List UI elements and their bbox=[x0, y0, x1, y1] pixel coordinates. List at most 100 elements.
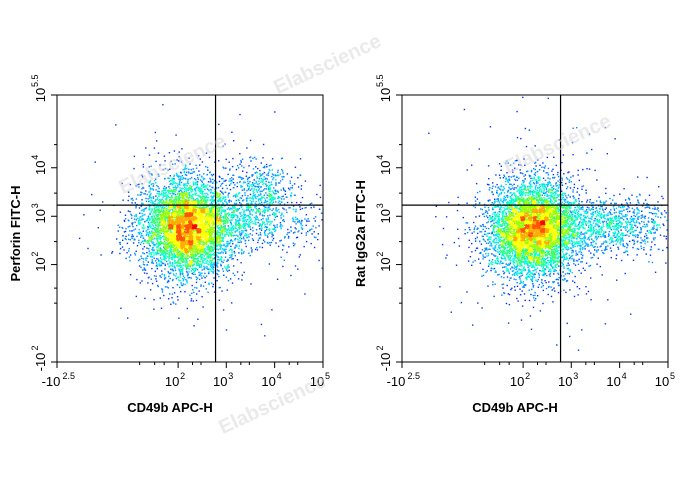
data-point bbox=[245, 220, 248, 223]
data-point bbox=[245, 222, 247, 225]
data-point bbox=[140, 266, 142, 269]
data-point bbox=[211, 196, 213, 199]
data-point bbox=[141, 269, 144, 271]
data-point bbox=[190, 197, 193, 200]
data-point bbox=[219, 190, 222, 192]
data-point bbox=[227, 234, 230, 236]
data-point bbox=[265, 188, 268, 190]
data-point bbox=[217, 187, 220, 189]
data-point bbox=[263, 221, 266, 223]
data-point bbox=[158, 265, 161, 267]
data-point bbox=[203, 229, 206, 231]
data-point bbox=[293, 194, 296, 196]
data-point bbox=[211, 231, 213, 233]
data-point bbox=[171, 206, 173, 208]
data-point bbox=[161, 242, 164, 244]
data-point bbox=[176, 175, 179, 178]
data-point bbox=[142, 261, 145, 263]
data-point bbox=[168, 245, 170, 247]
data-point bbox=[294, 231, 296, 233]
data-point bbox=[171, 214, 173, 216]
data-point bbox=[174, 198, 176, 201]
data-point bbox=[192, 193, 194, 196]
data-point bbox=[197, 176, 199, 179]
data-point bbox=[230, 233, 232, 235]
data-point bbox=[167, 223, 169, 225]
data-point bbox=[247, 187, 250, 190]
data-point bbox=[220, 233, 222, 236]
data-point bbox=[303, 245, 305, 248]
data-point bbox=[170, 160, 172, 163]
data-point bbox=[271, 175, 273, 178]
data-point bbox=[249, 223, 251, 226]
data-point bbox=[182, 275, 185, 277]
data-point bbox=[176, 252, 178, 254]
data-point bbox=[250, 160, 252, 162]
data-point bbox=[197, 155, 200, 157]
data-point bbox=[163, 251, 165, 254]
data-point bbox=[241, 248, 243, 251]
data-point bbox=[301, 227, 303, 230]
data-point bbox=[141, 218, 143, 220]
data-point bbox=[257, 189, 260, 191]
data-point bbox=[182, 209, 184, 211]
data-point bbox=[212, 200, 214, 202]
data-point bbox=[188, 195, 191, 197]
data-point bbox=[129, 274, 132, 276]
data-point bbox=[240, 206, 243, 209]
data-point bbox=[259, 173, 262, 175]
data-point bbox=[261, 246, 264, 249]
data-point bbox=[232, 216, 235, 218]
data-point bbox=[300, 220, 303, 223]
data-point bbox=[297, 221, 300, 223]
data-point bbox=[249, 226, 251, 228]
data-point bbox=[238, 247, 240, 250]
data-point bbox=[270, 164, 272, 166]
data-point bbox=[188, 263, 190, 266]
data-point bbox=[178, 182, 181, 184]
data-point bbox=[216, 261, 219, 263]
data-point bbox=[148, 200, 150, 203]
data-point bbox=[187, 254, 189, 256]
data-point bbox=[201, 181, 204, 184]
data-point bbox=[272, 174, 275, 176]
data-point bbox=[188, 172, 190, 174]
data-point bbox=[192, 249, 194, 252]
data-point bbox=[157, 241, 159, 243]
data-point bbox=[159, 213, 162, 215]
data-point bbox=[189, 253, 192, 256]
data-point bbox=[164, 263, 166, 266]
data-point bbox=[151, 209, 153, 212]
data-point bbox=[145, 234, 147, 237]
data-point bbox=[232, 258, 234, 260]
data-point bbox=[156, 233, 159, 236]
data-point bbox=[228, 199, 231, 201]
data-point bbox=[174, 248, 176, 250]
data-point bbox=[179, 199, 181, 201]
data-point bbox=[149, 172, 151, 175]
data-point bbox=[152, 205, 155, 207]
data-point bbox=[201, 247, 203, 249]
data-point bbox=[153, 299, 155, 301]
data-point bbox=[181, 253, 183, 255]
data-point bbox=[155, 231, 157, 233]
data-point bbox=[173, 255, 175, 257]
data-point bbox=[209, 220, 211, 222]
data-point bbox=[172, 270, 175, 272]
data-point bbox=[201, 176, 203, 178]
data-point bbox=[138, 233, 140, 235]
data-point bbox=[200, 264, 203, 267]
data-point bbox=[178, 198, 180, 201]
data-point bbox=[246, 189, 248, 192]
data-point bbox=[273, 198, 275, 201]
data-point bbox=[213, 201, 215, 203]
data-point bbox=[147, 240, 149, 242]
data-point bbox=[319, 184, 321, 187]
data-point bbox=[193, 205, 195, 207]
data-point bbox=[168, 207, 171, 210]
data-point bbox=[283, 259, 285, 261]
data-point bbox=[131, 230, 133, 232]
data-point bbox=[158, 252, 160, 255]
data-point bbox=[229, 248, 232, 251]
data-point bbox=[181, 254, 184, 257]
